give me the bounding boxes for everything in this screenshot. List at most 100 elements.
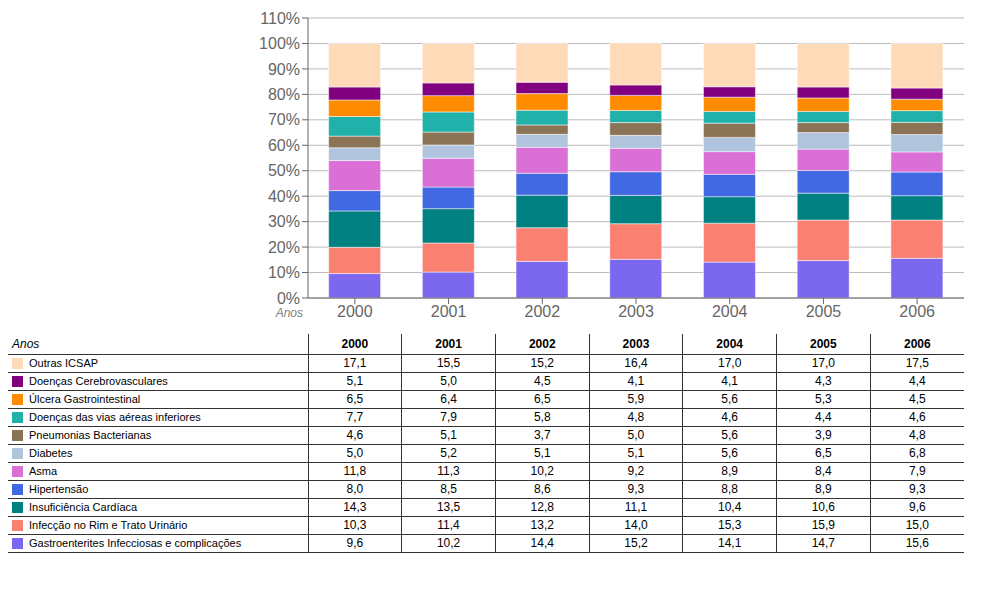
html-text:9,2: 9,2 [627,464,645,478]
svg-text:20%: 20% [268,239,300,256]
html-text:8,9: 8,9 [815,482,832,496]
svg-text:2006: 2006 [899,303,935,320]
html-text:4,8: 4,8 [627,410,645,424]
html-text:4,8: 4,8 [909,428,926,442]
html-text:6,4: 6,4 [440,392,457,406]
html-text:11,4: 11,4 [437,518,460,532]
svg-text:10%: 10% [268,264,300,281]
html-text:8,0: 8,0 [346,482,364,496]
html-text:2002: 2002 [528,336,556,351]
html-text:4,1: 4,1 [721,374,738,388]
html-text:4,6: 4,6 [909,410,926,424]
html-text:7,9: 7,9 [440,410,457,424]
svg-text:60%: 60% [268,137,300,154]
html-text:6,8: 6,8 [909,446,926,460]
svg-text:2002: 2002 [524,303,560,320]
html-text:10,4: 10,4 [718,500,742,514]
html-text:2006: 2006 [904,336,931,351]
svg-text:80%: 80% [268,86,300,103]
html-text:5,8: 5,8 [533,410,551,424]
html-text:9,3: 9,3 [909,482,926,496]
html-text:4,4: 4,4 [909,374,926,388]
html-text:10,6: 10,6 [811,500,835,514]
svg-text:2003: 2003 [618,303,654,320]
html-text:17,0: 17,0 [718,356,742,370]
html-text:15,0: 15,0 [905,518,929,532]
html-text:14,0: 14,0 [624,518,648,532]
html-text:5,1: 5,1 [627,446,645,460]
svg-text:90%: 90% [268,61,300,78]
html-text:5,9: 5,9 [627,392,645,406]
svg-text:70%: 70% [268,111,300,128]
html-text:13,5: 13,5 [436,500,461,514]
html-text:5,6: 5,6 [721,428,738,442]
svg-text:2001: 2001 [431,303,467,320]
html-text:5,3: 5,3 [815,392,832,406]
html-text:17,1: 17,1 [343,356,367,370]
html-text:4,6: 4,6 [721,410,738,424]
html-text:10,2: 10,2 [530,464,554,478]
html-text:5,0: 5,0 [627,428,645,442]
html-text:2005: 2005 [810,336,837,351]
html-text:14,3: 14,3 [343,500,367,514]
html-text:7,9: 7,9 [909,464,926,478]
svg-text:Anos: Anos [275,306,303,320]
html-text:9,6: 9,6 [909,500,926,514]
html-text:6,5: 6,5 [346,392,364,406]
html-text:9,3: 9,3 [627,482,645,496]
html-text:12,8: 12,8 [530,500,554,514]
html-text:11,8: 11,8 [343,464,367,478]
html-text:4,1: 4,1 [627,374,645,388]
html-text:6,5: 6,5 [533,392,551,406]
html-text:2003: 2003 [622,336,650,351]
html-text:8,5: 8,5 [440,482,457,496]
html-text:15,3: 15,3 [718,518,742,532]
html-text:4,6: 4,6 [346,428,364,442]
html-text:16,4: 16,4 [624,356,648,370]
html-text:8,9: 8,9 [721,464,738,478]
html-text:13,2: 13,2 [530,518,554,532]
html-text:4,5: 4,5 [909,392,926,406]
html-text:5,1: 5,1 [346,374,364,388]
html-text:3,9: 3,9 [815,428,832,442]
html-text:2000: 2000 [341,336,369,351]
svg-text:40%: 40% [268,188,300,205]
html-text:5,0: 5,0 [346,446,364,460]
svg-text:50%: 50% [268,162,300,179]
html-text:4,3: 4,3 [815,374,832,388]
html-text:3,7: 3,7 [533,428,551,442]
svg-text:2005: 2005 [806,303,842,320]
html-text:10,2: 10,2 [436,536,461,550]
html-text:8,4: 8,4 [815,464,832,478]
html-text:4,5: 4,5 [533,374,551,388]
html-text:4,4: 4,4 [815,410,832,424]
html-text:17,5: 17,5 [905,356,929,370]
html-text:2004: 2004 [716,336,743,351]
html-text:2001: 2001 [435,336,462,351]
html-text:17,0: 17,0 [811,356,835,370]
html-text:15,9: 15,9 [811,518,835,532]
html-text:11,1: 11,1 [624,500,648,514]
html-text:11,3: 11,3 [437,464,460,478]
html-text:6,5: 6,5 [815,446,832,460]
svg-text:2000: 2000 [337,303,373,320]
html-text:5,1: 5,1 [440,428,457,442]
html-text:5,1: 5,1 [533,446,551,460]
html-text:8,6: 8,6 [533,482,551,496]
html-text:15,5: 15,5 [436,356,461,370]
html-text:7,7: 7,7 [346,410,364,424]
html-text:5,6: 5,6 [721,392,738,406]
html-text:5,2: 5,2 [440,446,457,460]
html-text:5,6: 5,6 [721,446,738,460]
html-text:5,0: 5,0 [440,374,457,388]
svg-text:0%: 0% [277,290,300,307]
html-text:15,2: 15,2 [530,356,554,370]
html-text:9,6: 9,6 [346,536,364,550]
html-text:Anos: Anos [12,336,40,351]
html-text:10,3: 10,3 [343,518,367,532]
html-text:8,8: 8,8 [721,482,738,496]
svg-text:30%: 30% [268,213,300,230]
svg-text:110%: 110% [260,10,300,27]
svg-text:2004: 2004 [712,303,748,320]
svg-text:100%: 100% [259,35,300,52]
